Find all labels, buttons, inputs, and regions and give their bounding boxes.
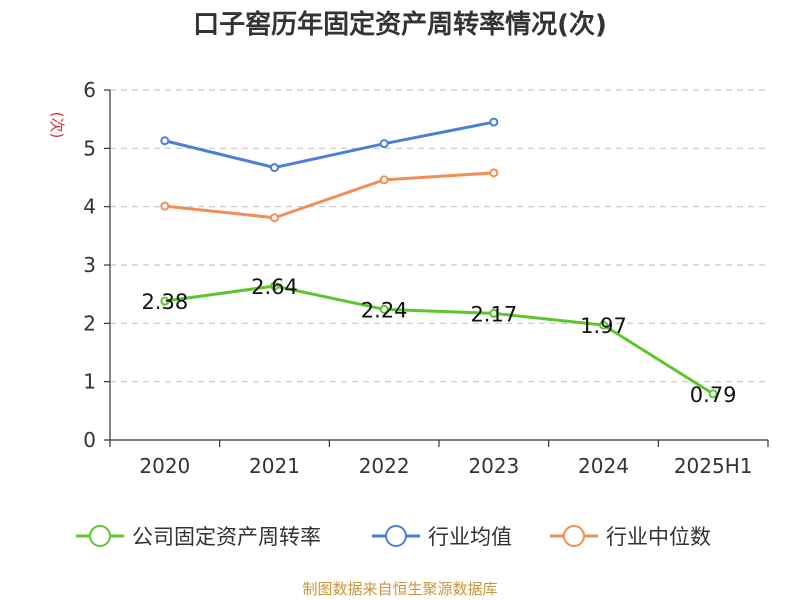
x-tick-label: 2025H1 [674, 454, 753, 478]
x-tick-label: 2021 [249, 454, 300, 478]
data-label: 1.97 [580, 314, 627, 338]
data-source-note: 制图数据来自恒生聚源数据库 [302, 580, 498, 598]
data-point [379, 175, 389, 185]
data-point [489, 308, 499, 318]
series-group: 2.38 2.64 2.24 2.17 1.97 0.79 [141, 117, 737, 407]
data-label: 2.17 [470, 302, 517, 326]
legend: 公司固定资产周转率 行业均值 行业中位数 [76, 525, 711, 549]
data-point [599, 320, 608, 330]
x-tick-label: 2023 [468, 454, 519, 478]
data-point [160, 136, 170, 146]
y-tick-label: 2 [83, 311, 96, 335]
data-point [270, 163, 279, 173]
data-point [379, 139, 389, 149]
y-tick-label: 3 [83, 253, 96, 277]
chart-title: 口子窖历年固定资产周转率情况(次) [193, 10, 607, 40]
data-label: 2.64 [251, 275, 298, 299]
x-tick-label: 2024 [578, 454, 629, 478]
x-tick-label: 2022 [359, 454, 410, 478]
data-point [160, 296, 170, 306]
y-tick-label: 4 [83, 195, 96, 219]
legend-label: 行业均值 [428, 525, 512, 549]
data-point [270, 213, 279, 223]
series-line [164, 171, 494, 220]
data-label: 0.79 [690, 383, 737, 407]
data-label: 2.38 [141, 290, 188, 314]
data-point [489, 168, 499, 178]
x-tick-label: 2020 [139, 454, 190, 478]
data-point [708, 389, 718, 399]
legend-label: 行业中位数 [606, 525, 711, 549]
legend-marker [89, 525, 111, 547]
data-point [379, 304, 389, 314]
data-point [489, 117, 499, 127]
axes: 0 1 2 3 4 5 6 2020 2021 2022 2023 2024 2025H1 [83, 78, 769, 478]
y-axis-label: (次) [48, 112, 66, 139]
data-point [270, 281, 279, 291]
series-line [164, 120, 495, 170]
y-tick-label: 5 [83, 136, 96, 160]
data-point [160, 201, 170, 211]
legend-marker [563, 525, 585, 547]
legend-marker [385, 525, 407, 547]
y-tick-label: 0 [83, 428, 96, 452]
legend-label: 公司固定资产周转率 [132, 525, 321, 549]
y-tick-label: 1 [83, 370, 96, 394]
series-line [164, 284, 714, 396]
data-label: 2.24 [361, 298, 408, 322]
y-tick-label: 6 [83, 78, 96, 102]
